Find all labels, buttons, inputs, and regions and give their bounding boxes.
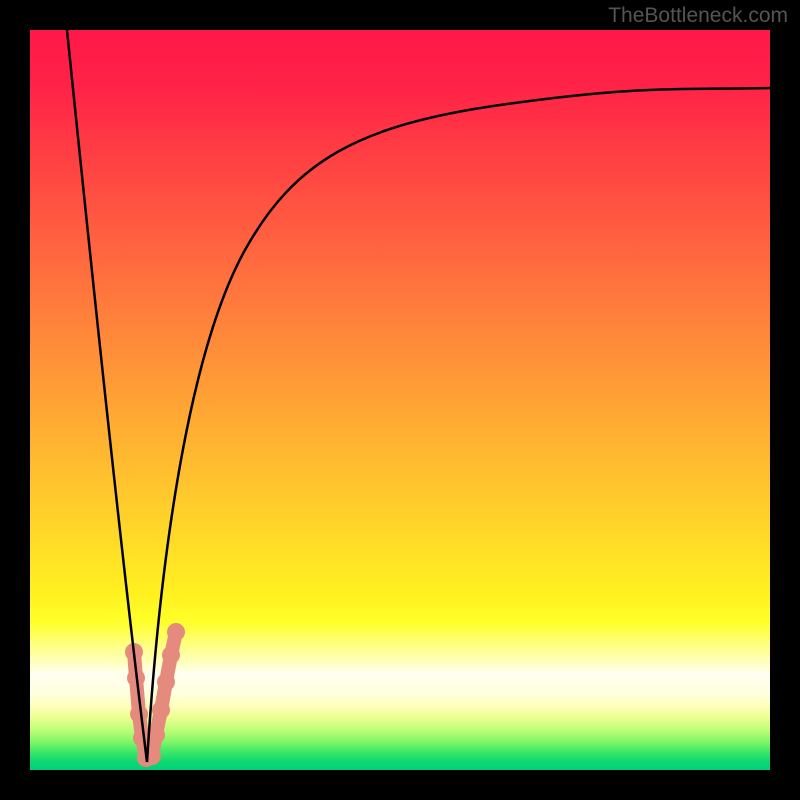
marker-dot	[157, 673, 175, 691]
plot-area	[30, 30, 770, 770]
chart-frame: TheBottleneck.com	[0, 0, 800, 800]
marker-dot	[167, 623, 185, 641]
marker-dot	[130, 705, 148, 723]
watermark-text: TheBottleneck.com	[608, 4, 788, 28]
curve-layer	[30, 30, 770, 770]
marker-dot	[152, 701, 170, 719]
marker-dot	[162, 646, 180, 664]
curve-left-branch	[67, 30, 147, 762]
curve-right-branch	[147, 88, 770, 762]
